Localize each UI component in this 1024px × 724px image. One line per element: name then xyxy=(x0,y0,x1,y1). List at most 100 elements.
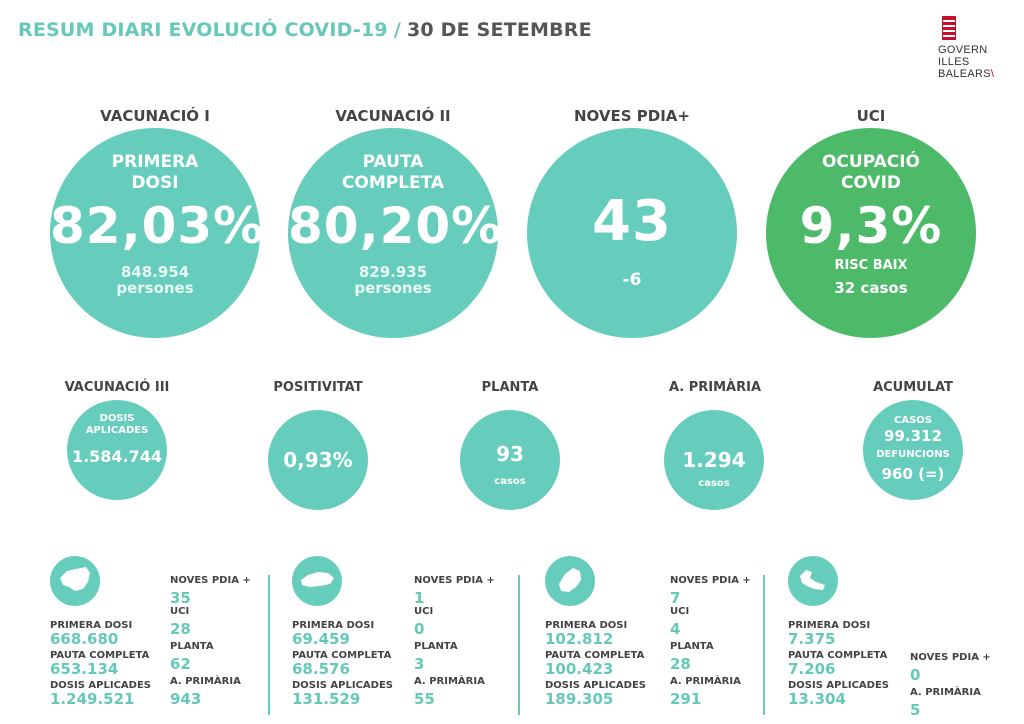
vacunacio-3-lab2: APLICADES xyxy=(85,425,149,436)
eivissa-map-icon xyxy=(545,556,595,606)
mallorca-map-icon xyxy=(50,556,100,606)
island-divider xyxy=(763,575,765,715)
planta-heading: PLANTA xyxy=(481,380,539,395)
noves-pdia-heading: NOVES PDIA+ xyxy=(574,107,690,125)
uci-sub2: COVID xyxy=(840,173,902,193)
vacunacio-2-circle: PAUTA COMPLETA 80,20% 829.935 persones xyxy=(288,128,503,338)
acumulat-heading: ACUMULAT xyxy=(873,380,953,395)
uci-value: 9,3% xyxy=(799,197,943,255)
title-main: RESUM DIARI EVOLUCIÓ COVID-19 xyxy=(18,19,388,41)
eivissa-uci-label: UCI xyxy=(670,606,690,617)
vacunacio-2-heading: VACUNACIÓ II xyxy=(335,107,451,125)
menorca-pauta-label: PAUTA COMPLETA xyxy=(292,650,392,661)
mallorca-dosis-value: 1.249.521 xyxy=(50,690,135,708)
uci-sub1: OCUPACIÓ xyxy=(821,152,921,172)
vacunacio-3-value: 1.584.744 xyxy=(71,447,163,466)
acumulat-cases-value: 99.312 xyxy=(884,427,942,445)
formentera-primera-value: 7.375 xyxy=(788,630,836,648)
uci-heading: UCI xyxy=(856,107,886,125)
formentera-pdia-value: 0 xyxy=(910,666,921,684)
menorca-map-icon xyxy=(292,556,342,606)
formentera-dosis-label: DOSIS APLICADES xyxy=(788,680,889,691)
menorca-primera-value: 69.459 xyxy=(292,630,350,648)
title-separator: / xyxy=(393,19,401,41)
govern-logo: GOVERN ILLES BALEARS\ xyxy=(938,16,1008,80)
mallorca-ap-label: A. PRIMÀRIA xyxy=(170,676,241,687)
vacunacio-2-sub2: COMPLETA xyxy=(341,173,445,193)
mallorca-uci-label: UCI xyxy=(170,606,190,617)
island-divider xyxy=(518,575,520,715)
uci-risk: RISC BAIX xyxy=(834,258,908,273)
vacunacio-3-lab1: DOSIS xyxy=(99,413,135,424)
formentera-ap-label: A. PRIMÀRIA xyxy=(910,687,981,698)
uci-circle: OCUPACIÓ COVID 9,3% RISC BAIX 32 casos xyxy=(766,128,976,338)
eivissa-dosis-value: 189.305 xyxy=(545,690,614,708)
noves-pdia-circle: 43 -6 xyxy=(527,128,737,338)
vacunacio-2-unit: persones xyxy=(354,279,432,297)
positivitat-heading: POSITIVITAT xyxy=(273,380,363,395)
formentera-pdia-label: NOVES PDIA + xyxy=(910,652,991,663)
vacunacio-3-circle: DOSIS APLICADES 1.584.744 xyxy=(67,400,167,500)
formentera-map-icon xyxy=(788,556,838,606)
eivissa-planta-label: PLANTA xyxy=(670,641,714,652)
acumulat-cases-label: CASOS xyxy=(894,415,932,426)
vacunacio-1-count: 848.954 xyxy=(120,263,190,281)
noves-pdia-change: -6 xyxy=(622,270,642,290)
mallorca-planta-label: PLANTA xyxy=(170,641,214,652)
mallorca-pauta-value: 653.134 xyxy=(50,660,119,678)
menorca-ap-value: 55 xyxy=(414,690,435,708)
positivitat-circle: 0,93% xyxy=(268,410,368,510)
eivissa-pauta-label: PAUTA COMPLETA xyxy=(545,650,645,661)
balearic-flag-icon xyxy=(942,16,956,40)
vacunacio-1-circle: PRIMERA DOSI 82,03% 848.954 persones xyxy=(50,128,265,338)
vacunacio-1-heading: VACUNACIÓ I xyxy=(100,107,210,125)
menorca-pdia-value: 1 xyxy=(414,589,425,607)
formentera-vaccination: PRIMERA DOSI 7.375 PAUTA COMPLETA 7.206 … xyxy=(788,620,889,707)
mallorca-planta-value: 62 xyxy=(170,655,191,673)
eivissa-pdia-label: NOVES PDIA + xyxy=(670,575,751,586)
eivissa-primera-label: PRIMERA DOSI xyxy=(545,620,628,631)
mallorca-uci-value: 28 xyxy=(170,620,191,638)
menorca-pdia-label: NOVES PDIA + xyxy=(414,575,495,586)
mallorca-pauta-label: PAUTA COMPLETA xyxy=(50,650,150,661)
menorca-primera-label: PRIMERA DOSI xyxy=(292,620,375,631)
uci-cases: 32 casos xyxy=(834,279,908,297)
eivissa-cases: NOVES PDIA + 7 UCI 4 PLANTA 28 A. PRIMÀR… xyxy=(670,575,751,707)
menorca-ap-label: A. PRIMÀRIA xyxy=(414,676,485,687)
eivissa-ap-value: 291 xyxy=(670,690,702,708)
vacunacio-1-value: 82,03% xyxy=(50,197,265,255)
primaria-heading: A. PRIMÀRIA xyxy=(668,380,762,395)
mallorca-primera-value: 668.680 xyxy=(50,630,119,648)
page-title: RESUM DIARI EVOLUCIÓ COVID-19/ 30 DE SETE… xyxy=(18,19,592,41)
noves-pdia-value: 43 xyxy=(592,189,672,254)
menorca-pauta-value: 68.576 xyxy=(292,660,350,678)
mallorca-ap-value: 943 xyxy=(170,690,202,708)
vacunacio-2-sub1: PAUTA xyxy=(362,152,424,172)
menorca-cases: NOVES PDIA + 1 UCI 0 PLANTA 3 A. PRIMÀRI… xyxy=(414,575,495,707)
eivissa-uci-value: 4 xyxy=(670,620,681,638)
logo-line-2: ILLES xyxy=(938,56,970,68)
mallorca-pdia-label: NOVES PDIA + xyxy=(170,575,251,586)
title-date: 30 DE SETEMBRE xyxy=(407,19,592,41)
logo-line-3: BALEARS\ xyxy=(938,68,995,80)
vacunacio-2-value: 80,20% xyxy=(288,197,503,255)
eivissa-vaccination: PRIMERA DOSI 102.812 PAUTA COMPLETA 100.… xyxy=(545,620,646,707)
eivissa-planta-value: 28 xyxy=(670,655,691,673)
menorca-vaccination: PRIMERA DOSI 69.459 PAUTA COMPLETA 68.57… xyxy=(292,620,393,707)
eivissa-primera-value: 102.812 xyxy=(545,630,614,648)
vacunacio-1-sub2: DOSI xyxy=(131,173,179,193)
planta-unit: casos xyxy=(494,476,526,487)
logo-line-1: GOVERN xyxy=(938,44,988,56)
acumulat-deaths-value: 960 (=) xyxy=(881,465,945,483)
primaria-unit: casos xyxy=(698,478,730,489)
mallorca-dosis-label: DOSIS APLICADES xyxy=(50,680,151,691)
vacunacio-3-heading: VACUNACIÓ III xyxy=(64,380,170,395)
menorca-uci-label: UCI xyxy=(414,606,434,617)
island-divider xyxy=(268,575,270,715)
formentera-ap-value: 5 xyxy=(910,701,921,719)
planta-value: 93 xyxy=(496,442,524,466)
acumulat-deaths-label: DEFUNCIONS xyxy=(876,449,950,460)
primaria-value: 1.294 xyxy=(682,448,746,472)
menorca-dosis-value: 131.529 xyxy=(292,690,361,708)
mallorca-pdia-value: 35 xyxy=(170,589,191,607)
